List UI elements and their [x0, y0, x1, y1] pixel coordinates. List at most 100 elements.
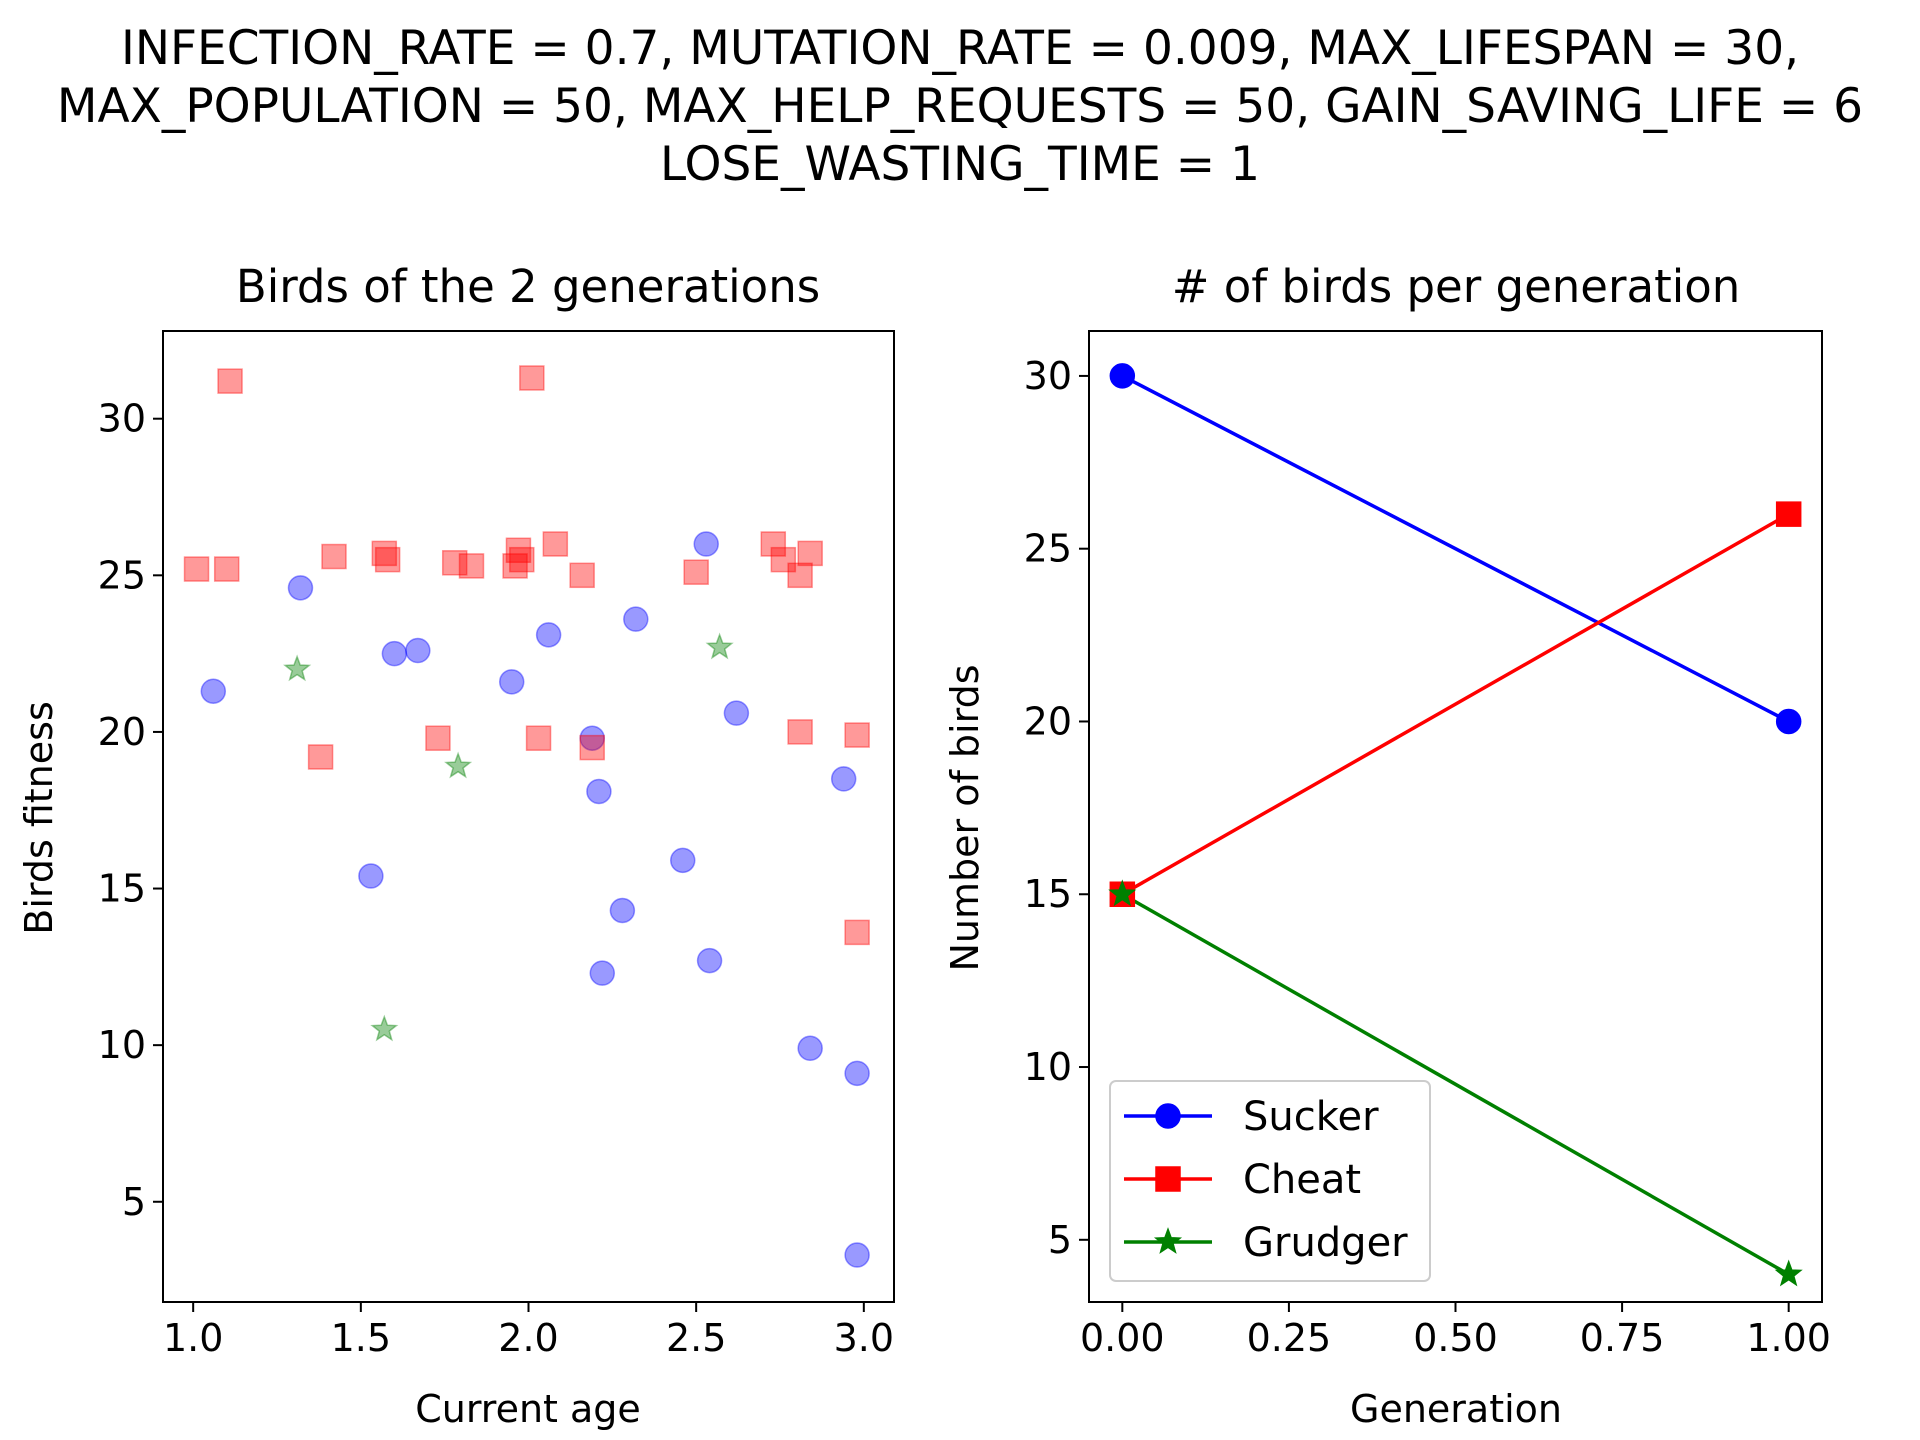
cheat-point [425, 725, 451, 751]
scatter-xtick-label: 2.5 [666, 1316, 726, 1360]
sucker-series-line [1121, 374, 1790, 724]
cheat-point [770, 546, 797, 573]
scatter-xtick-label: 1.5 [331, 1316, 391, 1360]
sucker-point [358, 863, 384, 889]
cheat-point [213, 556, 240, 582]
sucker-series-point [1109, 363, 1136, 389]
sucker-point [381, 640, 408, 667]
line-chart-ylabel: Number of birds [943, 665, 987, 972]
figure-title-line-1: INFECTION_RATE = 0.7, MUTATION_RATE = 0.… [120, 21, 1800, 76]
legend-sucker-label: Sucker [1243, 1094, 1379, 1140]
sucker-point [586, 778, 612, 805]
grudger-series-line [1121, 892, 1790, 1276]
cheat-series-point [1775, 501, 1802, 527]
cheat-point [371, 540, 398, 567]
cheat-point [441, 550, 468, 576]
sucker-point [200, 678, 227, 704]
line-ytick-label: 5 [1048, 1218, 1072, 1262]
figure-title-line-3: LOSE_WASTING_TIME = 1 [659, 137, 1261, 192]
scatter-ytick-label: 15 [98, 867, 146, 911]
line-xtick-label: 0.00 [1080, 1316, 1165, 1360]
grudger-point [705, 632, 734, 660]
cheat-point [307, 744, 334, 770]
line-xtick-label: 0.25 [1247, 1316, 1332, 1360]
line-ytick-label: 15 [1024, 872, 1072, 916]
cheat-point [760, 531, 787, 557]
scatter-ytick-label: 10 [98, 1023, 146, 1067]
cheat-point [519, 365, 545, 391]
legend-cheat-label: Cheat [1243, 1157, 1361, 1203]
cheat-point [458, 553, 485, 579]
cheat-point [374, 546, 401, 573]
line-chart-xlabel: Generation [1350, 1387, 1562, 1431]
scatter-ytick-label: 25 [98, 553, 146, 597]
cheat-point [787, 562, 813, 589]
cheat-point [502, 553, 528, 579]
line-chart-marks [1108, 363, 1803, 1287]
scatter-chart-ylabel: Birds fitness [17, 701, 61, 934]
cheat-point [525, 725, 552, 751]
cheat-point [797, 540, 823, 567]
line-xtick-label: 0.75 [1580, 1316, 1665, 1360]
sucker-point [405, 637, 431, 664]
line-xtick-label: 1.00 [1746, 1316, 1831, 1360]
line-chart-legend: Sucker Cheat Grudger [1109, 1080, 1431, 1282]
line-chart-title: # of birds per generation [1172, 260, 1741, 313]
cheat-point [321, 543, 347, 570]
sucker-point [589, 960, 616, 986]
line-chart: # of birds per generation Generation Num… [943, 260, 1831, 1431]
cheat-point [505, 537, 532, 564]
cheat-point [844, 919, 870, 946]
grudger-series-point [1108, 879, 1137, 907]
grudger-point [370, 1014, 399, 1042]
sucker-point [579, 725, 605, 751]
scatter-ytick-label: 5 [122, 1180, 146, 1224]
line-ytick-label: 25 [1024, 527, 1072, 571]
grudger-point [444, 751, 473, 779]
scatter-chart: Birds of the 2 generations Current age B… [17, 260, 895, 1431]
sucker-point [669, 847, 696, 874]
sucker-point [609, 897, 636, 924]
scatter-chart-ticks: 1.0 1.5 2.0 2.5 3.0 5 10 15 20 25 30 [98, 397, 894, 1360]
scatter-chart-xlabel: Current age [415, 1387, 641, 1431]
scatter-xtick-label: 2.0 [498, 1316, 558, 1360]
scatter-chart-marks [183, 365, 870, 1268]
cheat-point [579, 734, 605, 761]
sucker-point [287, 575, 314, 601]
sucker-point [623, 606, 649, 632]
line-ytick-label: 30 [1024, 354, 1072, 398]
line-chart-ticks: 0.00 0.25 0.50 0.75 1.00 5 10 15 20 25 30 [1024, 354, 1831, 1360]
legend-grudger-label: Grudger [1243, 1220, 1408, 1266]
sucker-point [830, 766, 857, 792]
line-xtick-label: 0.50 [1413, 1316, 1498, 1360]
sucker-point [797, 1035, 823, 1062]
cheat-point [542, 531, 569, 557]
sucker-point [693, 531, 719, 557]
sucker-point [844, 1242, 870, 1268]
cheat-point [217, 368, 243, 394]
legend-cheat-marker [1155, 1166, 1181, 1192]
line-chart-frame [1088, 330, 1823, 1303]
figure-title: INFECTION_RATE = 0.7, MUTATION_RATE = 0.… [0, 20, 1920, 194]
cheat-point [844, 722, 870, 748]
cheat-point [183, 556, 210, 582]
legend-grudger-marker [1153, 1227, 1183, 1254]
cheat-point [683, 559, 709, 585]
legend-frame [1109, 1080, 1431, 1282]
sucker-series-point [1775, 708, 1802, 735]
scatter-ytick-label: 30 [98, 397, 146, 441]
grudger-series-point [1774, 1259, 1803, 1287]
sucker-point [844, 1060, 870, 1087]
scatter-xtick-label: 1.0 [163, 1316, 223, 1360]
sucker-point [696, 947, 723, 974]
legend-sucker-marker [1155, 1103, 1181, 1129]
cheat-point [569, 562, 595, 589]
scatter-chart-frame [162, 330, 895, 1303]
line-ytick-label: 20 [1024, 699, 1072, 743]
scatter-xtick-label: 3.0 [834, 1316, 894, 1360]
grudger-point [283, 654, 312, 682]
line-ytick-label: 10 [1024, 1045, 1072, 1089]
scatter-chart-title: Birds of the 2 generations [236, 260, 820, 313]
sucker-point [723, 700, 750, 726]
